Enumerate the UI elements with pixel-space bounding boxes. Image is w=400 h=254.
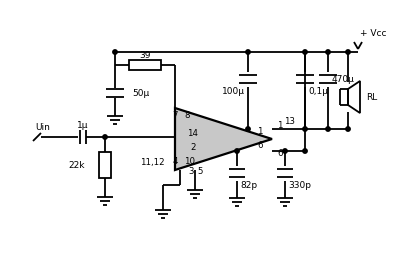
Text: 5: 5 xyxy=(197,167,202,177)
Bar xyxy=(129,60,161,70)
Text: 11,12: 11,12 xyxy=(140,157,165,167)
Circle shape xyxy=(326,50,330,54)
Polygon shape xyxy=(348,81,360,113)
Text: RL: RL xyxy=(366,92,377,102)
Text: 8: 8 xyxy=(184,112,190,120)
Polygon shape xyxy=(175,108,272,170)
Text: 100µ: 100µ xyxy=(222,87,245,97)
Circle shape xyxy=(235,149,239,153)
Text: 470µ: 470µ xyxy=(332,74,355,84)
Text: 330p: 330p xyxy=(288,182,311,190)
Circle shape xyxy=(103,135,107,139)
Text: 7: 7 xyxy=(172,112,178,120)
Text: 14: 14 xyxy=(188,129,198,137)
Text: 13: 13 xyxy=(284,117,296,125)
Text: 82p: 82p xyxy=(240,182,257,190)
Bar xyxy=(99,152,111,178)
Circle shape xyxy=(303,149,307,153)
Circle shape xyxy=(303,50,307,54)
Circle shape xyxy=(346,127,350,131)
Circle shape xyxy=(326,127,330,131)
Text: 10: 10 xyxy=(184,156,195,166)
Text: 0,1µ: 0,1µ xyxy=(308,87,328,97)
Text: + Vcc: + Vcc xyxy=(360,29,386,39)
Text: 1µ: 1µ xyxy=(77,120,89,130)
Circle shape xyxy=(113,50,117,54)
Text: 3: 3 xyxy=(188,167,194,177)
Text: Uin: Uin xyxy=(35,122,50,132)
Circle shape xyxy=(303,127,307,131)
Text: 50µ: 50µ xyxy=(132,88,149,98)
Text: 39: 39 xyxy=(139,51,151,59)
Circle shape xyxy=(246,127,250,131)
Circle shape xyxy=(346,50,350,54)
Text: 6: 6 xyxy=(257,141,263,151)
Text: 2: 2 xyxy=(190,142,196,151)
Text: 6: 6 xyxy=(277,150,282,158)
Text: 22k: 22k xyxy=(68,161,85,169)
Circle shape xyxy=(246,50,250,54)
Text: 4: 4 xyxy=(172,156,178,166)
Circle shape xyxy=(283,149,287,153)
Text: 1: 1 xyxy=(277,121,282,131)
Text: 1: 1 xyxy=(257,128,263,136)
